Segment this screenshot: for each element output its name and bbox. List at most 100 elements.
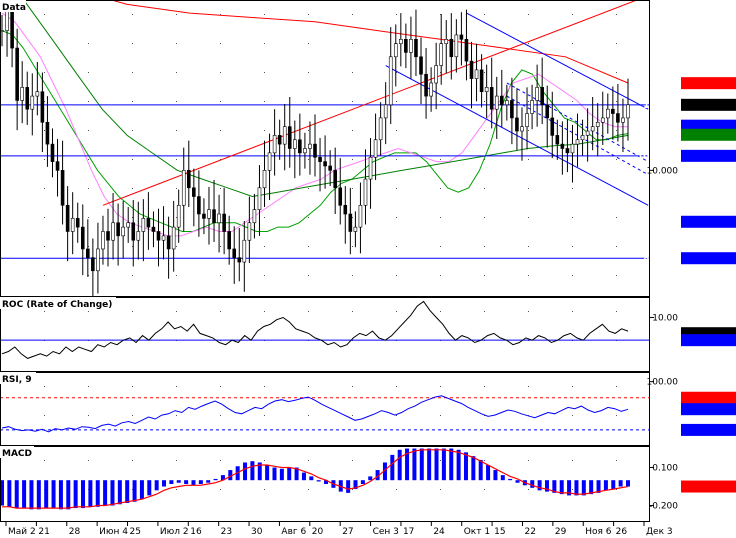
macd-bar [103, 480, 108, 506]
grid-dot [264, 217, 265, 218]
grid-dot [484, 101, 485, 102]
grid-dot [572, 386, 573, 387]
candle-body [580, 135, 585, 141]
grid-dot [352, 311, 353, 312]
candle-body [590, 126, 595, 132]
grid-dot [176, 415, 177, 416]
grid-dot [484, 43, 485, 44]
candle-body [101, 231, 105, 250]
axis-tick-label: 100.00 [647, 378, 679, 388]
grid-dot [352, 217, 353, 218]
candle-body [520, 126, 524, 132]
candle-body [545, 104, 550, 119]
time-label: 23 [221, 527, 232, 537]
macd-bar [22, 480, 27, 509]
grid-dot [440, 14, 441, 15]
grid-dot [132, 415, 133, 416]
grid-dot [352, 130, 353, 131]
macd-bar [287, 467, 292, 481]
grid-dot [88, 415, 89, 416]
grid-dot [44, 14, 45, 15]
candle-body [111, 222, 115, 241]
grid-dot [572, 246, 573, 247]
macd-bar [471, 456, 476, 481]
candle-body [55, 161, 60, 171]
grid-dot [616, 386, 617, 387]
candle-body [510, 100, 514, 119]
candle-body [217, 213, 221, 224]
grid-dot [440, 489, 441, 490]
macd-bar [390, 454, 395, 481]
candle-body [489, 87, 494, 110]
price-label: -0.050 [646, 483, 678, 493]
grid-dot [396, 72, 397, 73]
candle-body [469, 60, 474, 79]
macd-bar [257, 462, 262, 481]
macd-bar [147, 480, 152, 496]
time-label: 28 [69, 527, 81, 537]
price-label: 10.998 [643, 79, 678, 89]
candle-body [378, 117, 383, 141]
rsi-line [1, 395, 629, 433]
grid-dot [132, 188, 133, 189]
grid-dot [616, 14, 617, 15]
candle-body [227, 231, 231, 250]
panel-title-3: MACD [2, 449, 32, 459]
candle-body [86, 248, 90, 258]
grid-dot [308, 43, 309, 44]
macd-bar [368, 476, 373, 481]
candle-body [40, 91, 45, 123]
macd-bar [434, 448, 439, 481]
axis-tick-label: 10.000 [647, 166, 679, 176]
grid-dot [132, 489, 133, 490]
candle-body [80, 226, 85, 250]
candle-body [358, 204, 363, 228]
time-label: 29 [555, 527, 567, 537]
grid-dot [88, 72, 89, 73]
candle-body [348, 213, 353, 232]
grid-dot [352, 386, 353, 387]
time-label: 26 [616, 527, 628, 537]
grid-dot [44, 43, 45, 44]
grid-dot [396, 188, 397, 189]
grid-dot [396, 246, 397, 247]
candle-body [459, 34, 464, 40]
grid-dot [176, 311, 177, 312]
macd-bar [243, 462, 248, 481]
time-label: 24 [433, 527, 445, 537]
candle-body [171, 226, 176, 250]
candle-body [303, 148, 307, 154]
candle-body [434, 65, 438, 84]
grid-dot [484, 386, 485, 387]
grid-dot [44, 130, 45, 131]
grid-dot [308, 130, 309, 131]
candle-body [343, 204, 348, 215]
candle-body [616, 113, 620, 123]
macd-bar [508, 478, 513, 481]
grid-dot [264, 460, 265, 461]
candle-body [237, 257, 242, 263]
macd-bar [66, 480, 71, 510]
candle-body [600, 117, 605, 123]
candle-body [257, 187, 262, 210]
grid-dot [308, 275, 309, 276]
candle-body [141, 218, 146, 232]
grid-dot [528, 311, 529, 312]
grid-dot [440, 311, 441, 312]
grid-dot [264, 14, 265, 15]
grid-dot [616, 489, 617, 490]
grid-dot [616, 275, 617, 276]
grid-dot [440, 72, 441, 73]
grid-dot [264, 43, 265, 44]
price-label: 10.1660 [637, 152, 678, 162]
time-axis-area [0, 522, 736, 538]
candle-body [621, 117, 625, 123]
grid-dot [396, 101, 397, 102]
candle-body [328, 165, 332, 171]
time-label: 16 [190, 527, 202, 537]
candle-body [298, 139, 302, 154]
macd-bar [316, 480, 321, 482]
price-label: 57.21 [650, 405, 678, 415]
candle-body [222, 213, 226, 232]
